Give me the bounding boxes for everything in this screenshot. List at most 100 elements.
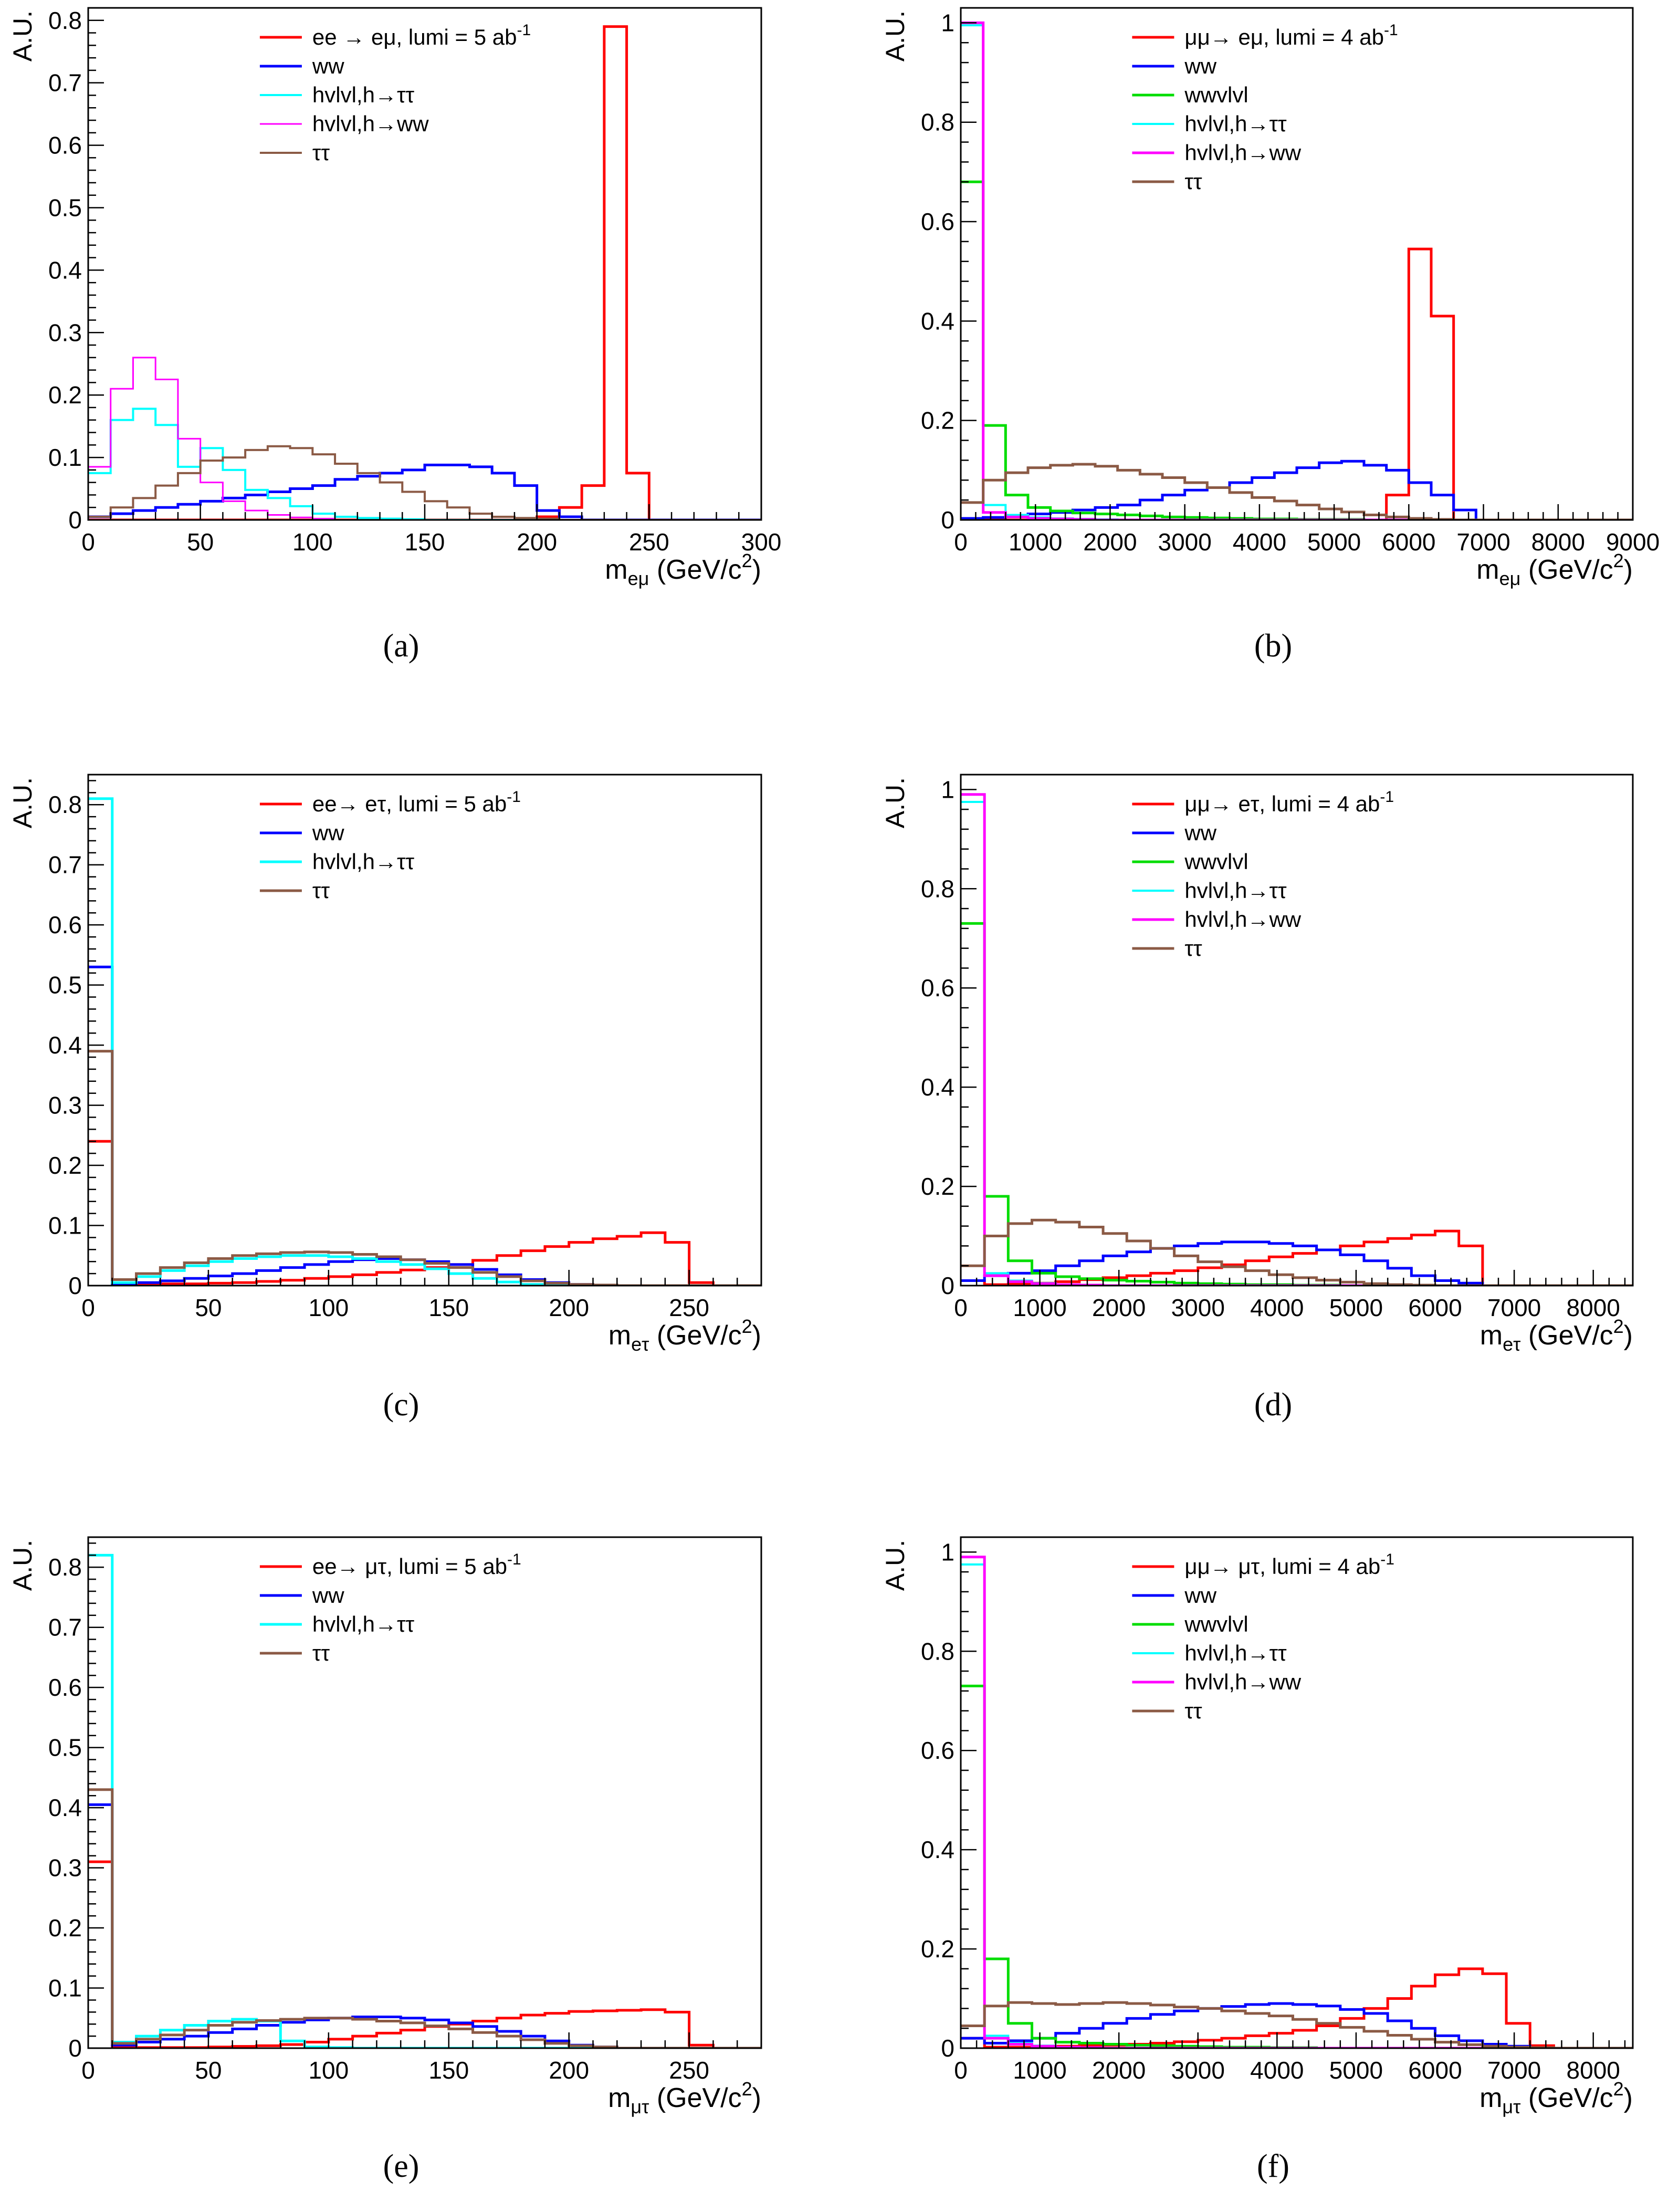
x-tick-label: 100: [308, 2057, 349, 2084]
series-htt: [88, 1553, 761, 2048]
x-tick-label: 4000: [1250, 1294, 1304, 1321]
x-tick-label: 4000: [1250, 2057, 1304, 2084]
y-tick-label: 0: [941, 2034, 954, 2062]
y-tick-label: 1: [941, 776, 954, 803]
legend-text: hvlvl,h→ττ: [1184, 1641, 1287, 1665]
caption-c: (c): [383, 1387, 419, 1423]
x-tick-label: 7000: [1487, 1294, 1541, 1321]
legend-label-tautau: ττ: [312, 1641, 330, 1665]
plot-frame: [960, 7, 1634, 521]
series-hww: [961, 1556, 1633, 2048]
caption-d: (d): [1254, 1387, 1292, 1423]
y-tick-label: 0.8: [48, 7, 82, 34]
y-tick-label: 0.8: [921, 875, 954, 902]
x-tick-label: 8000: [1567, 1294, 1620, 1321]
legend-label-hww: hvlvl,h→ww: [1184, 140, 1301, 165]
x-label-base: m: [608, 2083, 631, 2113]
legend-text: hvlvl,h→ττ: [312, 82, 415, 107]
legend-text: ττ: [312, 140, 330, 165]
legend-label-htt: hvlvl,h→ττ: [312, 82, 415, 107]
histograms: [961, 21, 1633, 520]
x-label-sup: 2: [742, 2078, 752, 2100]
chart-a: 0 50 100 150 200 250 300 0 0.1 0.2 0.3 0.4 0.5 0.6 0.7…: [8, 7, 781, 664]
x-axis-label: meτ (GeV/c2): [608, 1316, 761, 1355]
series-tautau: [961, 1218, 1633, 1286]
y-tick-label: 0: [68, 506, 82, 534]
legend-label-tautau: ττ: [1184, 1698, 1202, 1723]
legend-label-hww: hvlvl,h→ww: [1184, 1670, 1301, 1694]
series-hww: [961, 793, 1633, 1286]
legend-text: wwvlvl: [1184, 1612, 1248, 1636]
y-tick-label: 1: [941, 9, 954, 36]
legend-sup: -1: [507, 1551, 521, 1568]
x-label-base: m: [1479, 2083, 1502, 2113]
series-ww: [961, 1240, 1633, 1286]
x-tick-label: 2000: [1092, 2057, 1146, 2084]
series-htt: [88, 797, 761, 1286]
y-tick-label: 0.6: [921, 1737, 954, 1764]
x-label-end: ): [752, 2083, 761, 2113]
plot-frame: [87, 7, 762, 521]
legend-label-ww: ww: [312, 54, 344, 78]
legend-text: wwvlvl: [1184, 849, 1248, 874]
x-label-unit: (GeV/c: [1520, 2083, 1613, 2113]
legend-label-wwvlvl: wwvlvl: [1184, 849, 1248, 874]
series-signal: [88, 25, 761, 520]
legend-text: ww: [1184, 1583, 1216, 1608]
y-tick-label: 0.4: [921, 1073, 954, 1101]
x-label-unit: (GeV/c: [649, 555, 741, 585]
x-label-end: ): [752, 1320, 761, 1351]
x-tick-label: 250: [669, 1294, 709, 1321]
y-tick-label: 0.3: [48, 319, 82, 346]
series-signal: [961, 1967, 1633, 2048]
x-tick-label: 8000: [1567, 2057, 1620, 2084]
legend-label-tautau: ττ: [312, 140, 330, 165]
caption-e: (e): [383, 2148, 419, 2184]
legend-sup: -1: [1380, 788, 1394, 806]
x-tick-label: 7000: [1487, 2057, 1541, 2084]
x-axis-label: meμ (GeV/c2): [605, 550, 761, 589]
legend-label-wwvlvl: wwvlvl: [1184, 1612, 1248, 1636]
y-tick-label: 0.6: [48, 911, 82, 938]
x-axis-label: meτ (GeV/c2): [1480, 1316, 1633, 1355]
y-tick-label: 0.3: [48, 1092, 82, 1119]
x-tick-label: 2000: [1092, 1294, 1146, 1321]
x-tick-label: 3000: [1171, 2057, 1225, 2084]
series-wwvlvl: [961, 180, 1633, 520]
y-tick-label: 0: [941, 1272, 954, 1299]
legend-text: hvlvl,h→ττ: [1184, 111, 1287, 136]
series-htt: [961, 24, 1633, 520]
series-ww: [961, 460, 1633, 520]
legend-text: hvlvl,h→ww: [1184, 140, 1301, 165]
y-tick-label: 0.7: [48, 851, 82, 879]
y-tick-label: 0.5: [48, 1734, 82, 1761]
x-label-sup: 2: [742, 1316, 752, 1337]
y-tick-label: 0.1: [48, 1975, 82, 2002]
legend-text: ww: [312, 1583, 344, 1608]
histograms: [88, 797, 761, 1286]
legend-text: ττ: [1184, 1698, 1202, 1723]
caption-a: (a): [383, 628, 419, 664]
legend-label-hww: hvlvl,h→ww: [1184, 907, 1301, 932]
legend-sup: -1: [507, 788, 521, 806]
y-axis-label: A.U.: [880, 777, 910, 828]
y-tick-label: 0.2: [921, 407, 954, 434]
legend-label-htt: hvlvl,h→ττ: [312, 1612, 415, 1636]
y-axis-label: A.U.: [8, 777, 37, 828]
caption-b: (b): [1254, 628, 1292, 664]
y-tick-label: 0: [941, 506, 954, 534]
x-label-unit: (GeV/c: [1520, 555, 1613, 585]
x-tick-label: 50: [187, 528, 214, 556]
legend-label-htt: hvlvl,h→ττ: [1184, 878, 1287, 903]
y-axis-label: A.U.: [880, 1540, 910, 1591]
legend-label-signal: μμ→ eμ, lumi = 4 ab-1: [1184, 22, 1398, 49]
y-axis-label: A.U.: [8, 1540, 37, 1591]
x-tick-label: 3000: [1171, 1294, 1225, 1321]
y-tick-label: 0.6: [921, 208, 954, 235]
series-ww: [88, 1803, 761, 2048]
x-tick-label: 0: [954, 2057, 968, 2084]
plot-frame: [960, 774, 1634, 1287]
x-tick-label: 50: [195, 1294, 222, 1321]
x-label-end: ): [752, 555, 761, 585]
